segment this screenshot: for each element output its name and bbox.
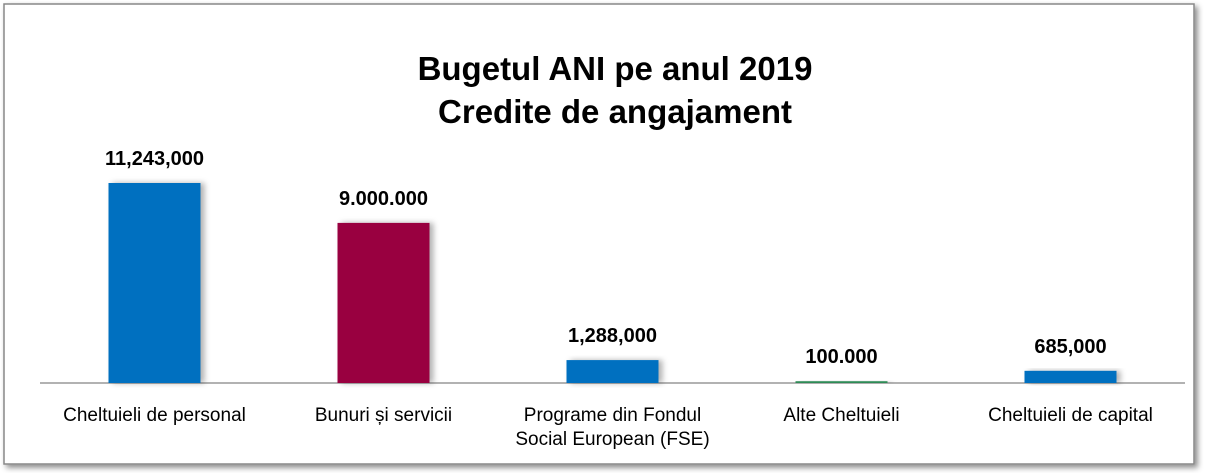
- bar: [795, 381, 888, 383]
- value-label: 100.000: [805, 346, 877, 368]
- x-tick-label: Alte Cheltuieli: [783, 405, 900, 426]
- value-label: 11,243,000: [105, 148, 204, 170]
- bar: [566, 360, 659, 383]
- x-tick-label: Cheltuieli de capital: [988, 405, 1153, 426]
- x-tick-label: Cheltuieli de personal: [63, 405, 246, 426]
- x-tick-label: Programe din Fondul Social European (FSE…: [515, 405, 710, 450]
- value-label: 685,000: [1034, 336, 1106, 358]
- chart-subtitle: Credite de angajament: [438, 93, 792, 130]
- x-tick-label: Bunuri și servicii: [314, 405, 453, 426]
- bar: [337, 222, 430, 383]
- frame: [3, 3, 1195, 465]
- bar: [1024, 370, 1117, 383]
- chart-title: Bugetul ANI pe anul 2019: [418, 50, 813, 87]
- value-label: 1,288,000: [568, 325, 657, 347]
- value-label: 9.000.000: [339, 188, 428, 210]
- bar: [108, 183, 201, 383]
